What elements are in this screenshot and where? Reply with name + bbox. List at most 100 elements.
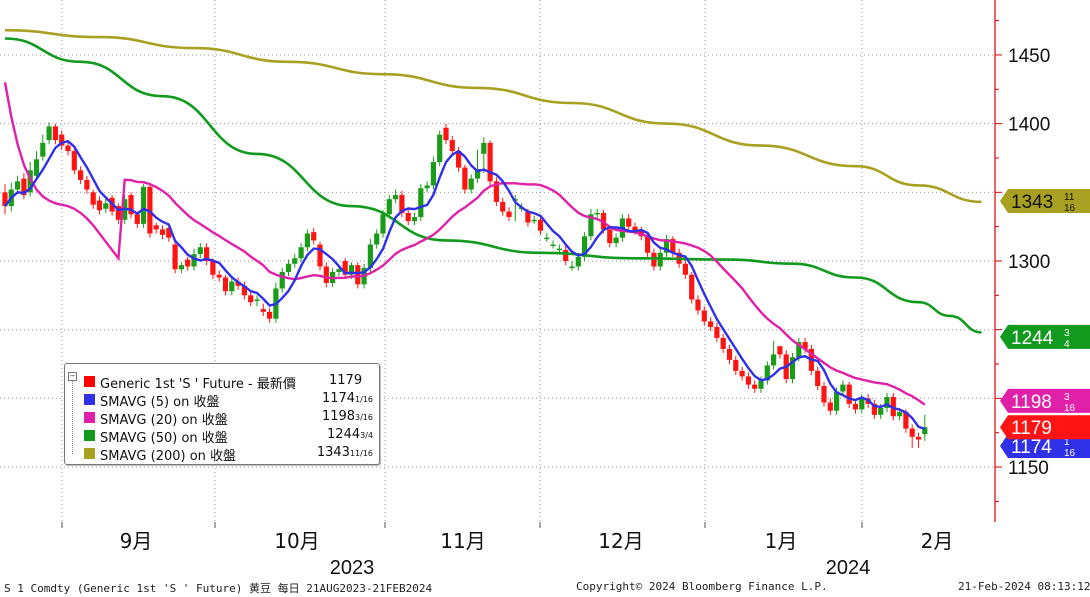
candle-body: [462, 167, 468, 190]
value-tag-denominator: 16: [1064, 448, 1076, 459]
candle-body: [500, 201, 506, 212]
candle-body: [222, 277, 229, 292]
candle-body: [40, 142, 46, 157]
candle-body: [71, 151, 77, 171]
candle-body: [827, 402, 833, 411]
legend-value: 11983/16: [321, 409, 373, 424]
value-tag-numerator: 11: [1064, 192, 1075, 203]
candle-body: [424, 185, 430, 189]
candle-body: [134, 214, 140, 224]
candle-body: [531, 219, 537, 222]
candle-body: [777, 346, 783, 355]
candle-body: [840, 384, 846, 392]
legend-swatch-icon: [84, 394, 95, 405]
legend-swatch-icon: [84, 412, 95, 423]
candle-body: [544, 237, 550, 240]
candle-body: [15, 181, 21, 190]
candle-body: [607, 229, 613, 244]
candle-body: [537, 219, 544, 231]
legend-entry-sma20: SMAVG (20) on 收盤 11983/16: [65, 409, 379, 428]
y-tick-label: 1150: [1008, 458, 1049, 479]
candle-body: [380, 214, 386, 234]
sma5-line: [4, 139, 926, 431]
candle-body: [890, 396, 896, 417]
value-tag-text: 1174: [1011, 437, 1052, 458]
candle-body: [141, 186, 147, 224]
candle-body: [279, 271, 285, 289]
candle-body: [682, 263, 688, 275]
candle-body: [613, 237, 619, 244]
candle-body: [594, 212, 600, 215]
candle-body: [437, 134, 443, 163]
candle-body: [260, 309, 266, 312]
candle-body: [771, 354, 777, 366]
candle-body: [449, 140, 455, 152]
candle-body: [84, 179, 90, 190]
candle-body: [745, 376, 751, 385]
candle-body: [689, 274, 695, 300]
value-tag-shape: [1000, 188, 1090, 213]
candle-body: [726, 348, 733, 360]
candle-body: [897, 412, 903, 417]
candle-body: [147, 186, 153, 234]
footer-copyright: Copyright© 2024 Bloomberg Finance L.P.: [576, 580, 828, 593]
legend-name: SMAVG (5) on 收盤: [100, 395, 220, 410]
candle-body: [2, 192, 8, 207]
candle-body: [204, 247, 210, 261]
candle-body: [342, 261, 348, 275]
candle-body: [285, 263, 292, 272]
candle-body: [859, 398, 865, 410]
candle-body: [871, 403, 877, 415]
candle-body: [752, 384, 758, 389]
candle-body: [758, 380, 764, 389]
legend-swatch-icon: [84, 430, 95, 441]
candle-body: [481, 142, 487, 154]
legend-entry-price: Generic 1st 'S ' Future - 最新價 1179: [65, 373, 379, 392]
candle-body: [487, 142, 493, 182]
candle-body: [348, 265, 355, 275]
legend-value: 1179: [329, 373, 363, 388]
x-month-label: 9月: [120, 529, 153, 553]
candle-body: [701, 310, 707, 322]
value-tag-shape: [1000, 433, 1090, 458]
value-tag-shape: [1000, 388, 1090, 413]
candle-body: [191, 254, 197, 267]
candle-body: [556, 248, 562, 251]
candle-body: [834, 391, 840, 411]
candle-body: [474, 168, 481, 179]
candle-body: [645, 236, 651, 253]
candle-body: [311, 232, 317, 241]
value-tag-numerator: 3: [1064, 392, 1070, 403]
legend-collapse-icon[interactable]: −: [68, 372, 77, 381]
candle-body: [399, 195, 405, 213]
candle-body: [304, 233, 310, 248]
footer-timestamp: 21-Feb-2024 08:13:12: [958, 580, 1090, 593]
candle-body: [298, 247, 304, 259]
candle-body: [90, 192, 96, 205]
candle-body: [582, 236, 588, 257]
candle-body: [235, 281, 241, 286]
candle-body: [229, 281, 235, 292]
value-tag-denominator: 4: [1064, 339, 1070, 350]
candle-body: [909, 428, 915, 437]
x-month-label: 1月: [765, 529, 798, 553]
value-tag-numerator: 3: [1064, 328, 1070, 339]
candle-body: [852, 403, 859, 410]
candle-body: [915, 436, 922, 440]
candle-body: [733, 359, 739, 371]
candle-body: [430, 162, 436, 186]
value-tag-text: 1343: [1011, 192, 1053, 213]
candle-body: [821, 386, 827, 403]
x-month-label: 12月: [598, 529, 643, 553]
value-tag-price: 1179: [1000, 415, 1090, 440]
legend-name: SMAVG (20) on 收盤: [100, 413, 228, 428]
candle-body: [802, 342, 808, 349]
candle-body: [254, 299, 260, 301]
value-tag-shape: [1000, 415, 1090, 440]
candle-body: [411, 217, 418, 222]
candle-body: [292, 258, 298, 264]
candle-body: [153, 225, 159, 230]
candle-body: [550, 244, 556, 247]
